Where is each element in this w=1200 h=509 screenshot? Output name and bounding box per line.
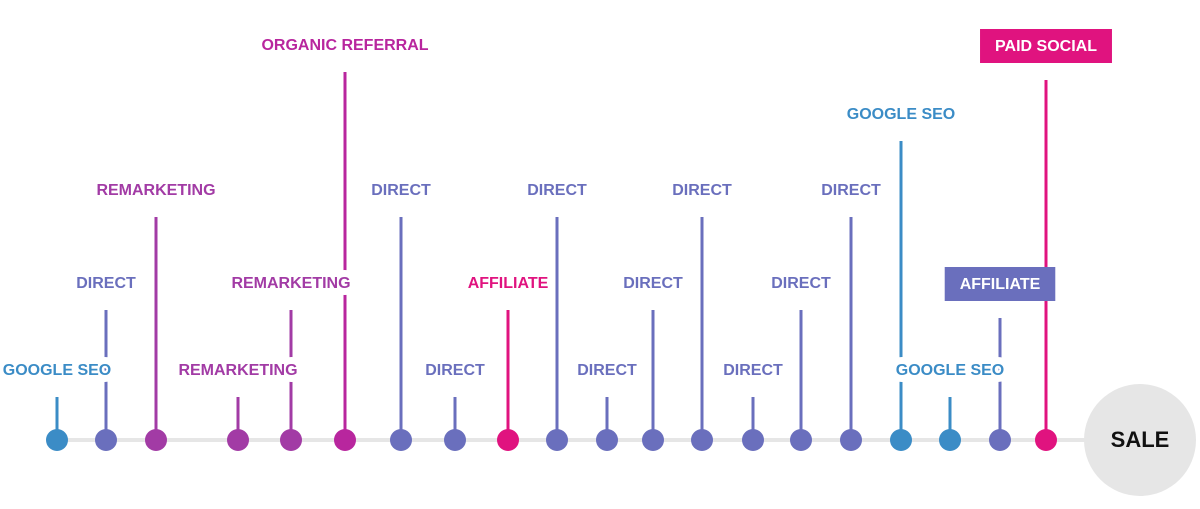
touchpoint-label: DIRECT: [723, 362, 783, 379]
touchpoint-label: DIRECT: [425, 362, 485, 379]
touchpoint-label: DIRECT: [623, 275, 683, 292]
touchpoint-label: ORGANIC REFERRAL: [261, 37, 428, 54]
touchpoint-label: REMARKETING: [178, 362, 297, 379]
touchpoint: [691, 429, 713, 451]
touchpoint: [939, 429, 961, 451]
touchpoint-label: DIRECT: [527, 182, 587, 199]
touchpoint-label: DIRECT: [577, 362, 637, 379]
touchpoint: [95, 429, 117, 451]
touchpoint: [46, 429, 68, 451]
sale-label: SALE: [1111, 427, 1170, 452]
touchpoint-label: DIRECT: [771, 275, 831, 292]
sale-circle: [1084, 384, 1196, 496]
touchpoint-label: GOOGLE SEO: [3, 362, 111, 379]
touchpoint-label: AFFILIATE: [468, 275, 549, 292]
touchpoint-label: GOOGLE SEO: [896, 362, 1004, 379]
touchpoint-label: PAID SOCIAL: [995, 38, 1097, 55]
touchpoint: [1035, 429, 1057, 451]
touchpoint: [790, 429, 812, 451]
touchpoint: [642, 429, 664, 451]
touchpoint: [890, 429, 912, 451]
label-box: [944, 267, 1056, 301]
touchpoint: [145, 429, 167, 451]
touchpoint-label: REMARKETING: [96, 182, 215, 199]
touchpoint: [546, 429, 568, 451]
touchpoint: [742, 429, 764, 451]
touchpoint: [390, 429, 412, 451]
touchpoint: [596, 429, 618, 451]
label-box: [980, 29, 1112, 63]
touchpoint: [280, 429, 302, 451]
touchpoint: [989, 429, 1011, 451]
touchpoint: [840, 429, 862, 451]
touchpoint-label: GOOGLE SEO: [847, 106, 955, 123]
touchpoint-label: DIRECT: [821, 182, 881, 199]
touchpoint-label: REMARKETING: [231, 275, 350, 292]
touchpoint-label: DIRECT: [76, 275, 136, 292]
touchpoint: [444, 429, 466, 451]
touchpoint-label: DIRECT: [371, 182, 431, 199]
touchpoint: [227, 429, 249, 451]
touchpoint-label: AFFILIATE: [960, 276, 1041, 293]
touchpoint-label: DIRECT: [672, 182, 732, 199]
touchpoint: [334, 429, 356, 451]
touchpoint: [497, 429, 519, 451]
